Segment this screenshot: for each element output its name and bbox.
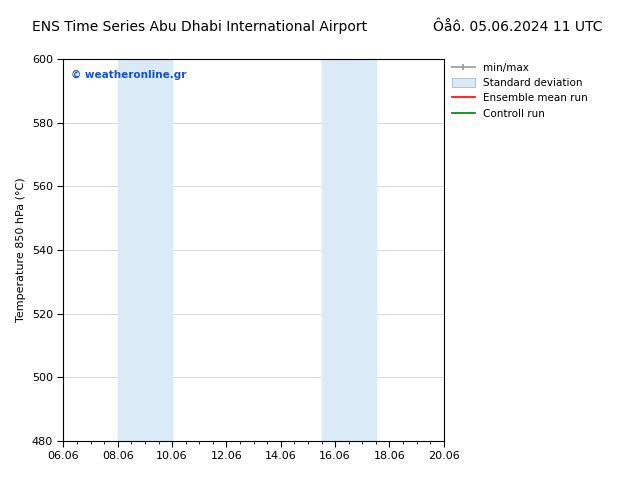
Text: © weatheronline.gr: © weatheronline.gr [71,70,186,80]
Text: Ôåô. 05.06.2024 11 UTC: Ôåô. 05.06.2024 11 UTC [433,20,602,34]
Bar [321,59,376,441]
Legend: min/max, Standard deviation, Ensemble mean run, Controll run: min/max, Standard deviation, Ensemble me… [448,59,592,123]
Text: ENS Time Series Abu Dhabi International Airport: ENS Time Series Abu Dhabi International … [32,20,367,34]
Y-axis label: Temperature 850 hPa (°C): Temperature 850 hPa (°C) [16,177,26,322]
Bar [118,59,172,441]
